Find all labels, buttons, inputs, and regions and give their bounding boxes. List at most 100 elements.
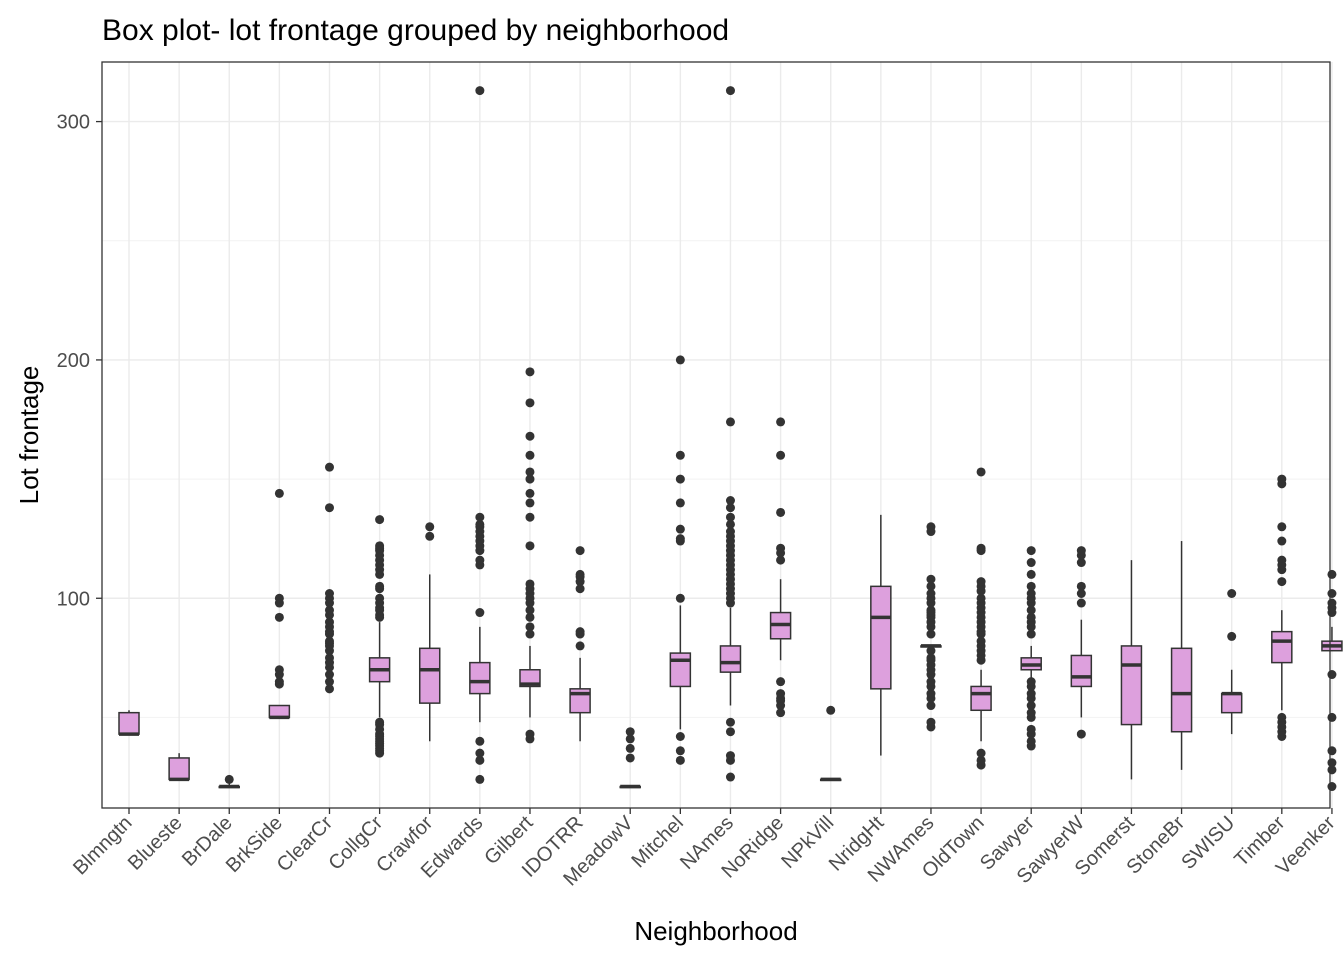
outlier-point xyxy=(525,729,535,739)
outlier-point xyxy=(1277,536,1287,546)
outlier-point xyxy=(575,584,585,594)
plot-panel-border xyxy=(101,61,1331,809)
box-group xyxy=(769,417,792,718)
box xyxy=(719,645,742,673)
outlier-point xyxy=(1076,581,1086,591)
outlier-point xyxy=(324,636,334,646)
outlier-point xyxy=(274,677,284,687)
outlier-point xyxy=(525,498,535,508)
outlier-point xyxy=(525,605,535,615)
outlier-point xyxy=(976,755,986,765)
outlier-point xyxy=(1076,546,1086,556)
outlier-point xyxy=(1076,729,1086,739)
outlier-point xyxy=(776,507,786,517)
outlier-point xyxy=(776,677,786,687)
outlier-point xyxy=(976,543,986,553)
outlier-point xyxy=(1327,588,1337,598)
outlier-point xyxy=(625,734,635,744)
box-group xyxy=(1220,588,1243,735)
outlier-point xyxy=(926,653,936,663)
outlier-point xyxy=(675,355,685,365)
outlier-point xyxy=(1076,558,1086,568)
outlier-point xyxy=(926,717,936,727)
outlier-point xyxy=(525,367,535,377)
outlier-point xyxy=(1327,670,1337,680)
outlier-point xyxy=(625,753,635,763)
outlier-point xyxy=(475,512,485,522)
outlier-point xyxy=(525,431,535,441)
box-group xyxy=(469,86,491,784)
outlier-point xyxy=(324,684,334,694)
box-group xyxy=(168,753,190,782)
outlier-point xyxy=(675,450,685,460)
box-group xyxy=(970,467,992,770)
outlier-point xyxy=(1076,588,1086,598)
box-group xyxy=(118,710,140,736)
outlier-point xyxy=(1327,758,1337,768)
outlier-point xyxy=(375,593,385,603)
outlier-point xyxy=(425,531,435,541)
outlier-point xyxy=(675,593,685,603)
outlier-point xyxy=(1026,588,1036,598)
box xyxy=(970,685,992,712)
outlier-point xyxy=(1026,724,1036,734)
box-group xyxy=(1170,541,1193,770)
outlier-point xyxy=(1277,555,1287,565)
outlier-point xyxy=(976,593,986,603)
outlier-point xyxy=(1026,546,1036,556)
box xyxy=(1170,647,1193,733)
outlier-point xyxy=(575,627,585,637)
outlier-point xyxy=(675,746,685,756)
box-group xyxy=(920,522,942,732)
outlier-point xyxy=(1277,522,1287,532)
x-tick-label: Mitchel xyxy=(628,812,688,872)
y-tick-label: 200 xyxy=(57,350,90,372)
outlier-point xyxy=(525,629,535,639)
outlier-point xyxy=(776,543,786,553)
outlier-point xyxy=(525,474,535,484)
outlier-point xyxy=(525,512,535,522)
outlier-point xyxy=(525,488,535,498)
box xyxy=(870,585,892,690)
outlier-point xyxy=(926,605,936,615)
y-axis-title: Lot frontage xyxy=(14,366,44,505)
outlier-point xyxy=(826,705,836,715)
outlier-point xyxy=(1026,569,1036,579)
outlier-point xyxy=(1026,689,1036,699)
outlier-point xyxy=(525,398,535,408)
outlier-point xyxy=(976,636,986,646)
outlier-point xyxy=(625,727,635,737)
outlier-point xyxy=(675,731,685,741)
outlier-point xyxy=(525,612,535,622)
outlier-point xyxy=(926,646,936,656)
outlier-point xyxy=(1327,712,1337,722)
outlier-point xyxy=(675,474,685,484)
outlier-point xyxy=(776,708,786,718)
outlier-point xyxy=(575,641,585,651)
outlier-point xyxy=(725,519,735,529)
box-group xyxy=(268,488,291,720)
box xyxy=(118,711,140,735)
outlier-point xyxy=(1327,569,1337,579)
outlier-point xyxy=(274,612,284,622)
outlier-point xyxy=(1277,577,1287,587)
outlier-point xyxy=(575,569,585,579)
box-group xyxy=(1271,474,1293,741)
outlier-point xyxy=(1026,677,1036,687)
outlier-point xyxy=(675,524,685,534)
outlier-point xyxy=(525,467,535,477)
outlier-point xyxy=(1026,629,1036,639)
outlier-point xyxy=(324,653,334,663)
outlier-point xyxy=(375,717,385,727)
outlier-point xyxy=(525,450,535,460)
outlier-point xyxy=(926,701,936,711)
outlier-point xyxy=(725,417,735,427)
outlier-point xyxy=(776,555,786,565)
outlier-point xyxy=(675,755,685,765)
outlier-point xyxy=(475,608,485,618)
outlier-point xyxy=(274,665,284,675)
outlier-point xyxy=(224,774,234,784)
outlier-point xyxy=(976,467,986,477)
outlier-point xyxy=(375,581,385,591)
outlier-point xyxy=(475,774,485,784)
